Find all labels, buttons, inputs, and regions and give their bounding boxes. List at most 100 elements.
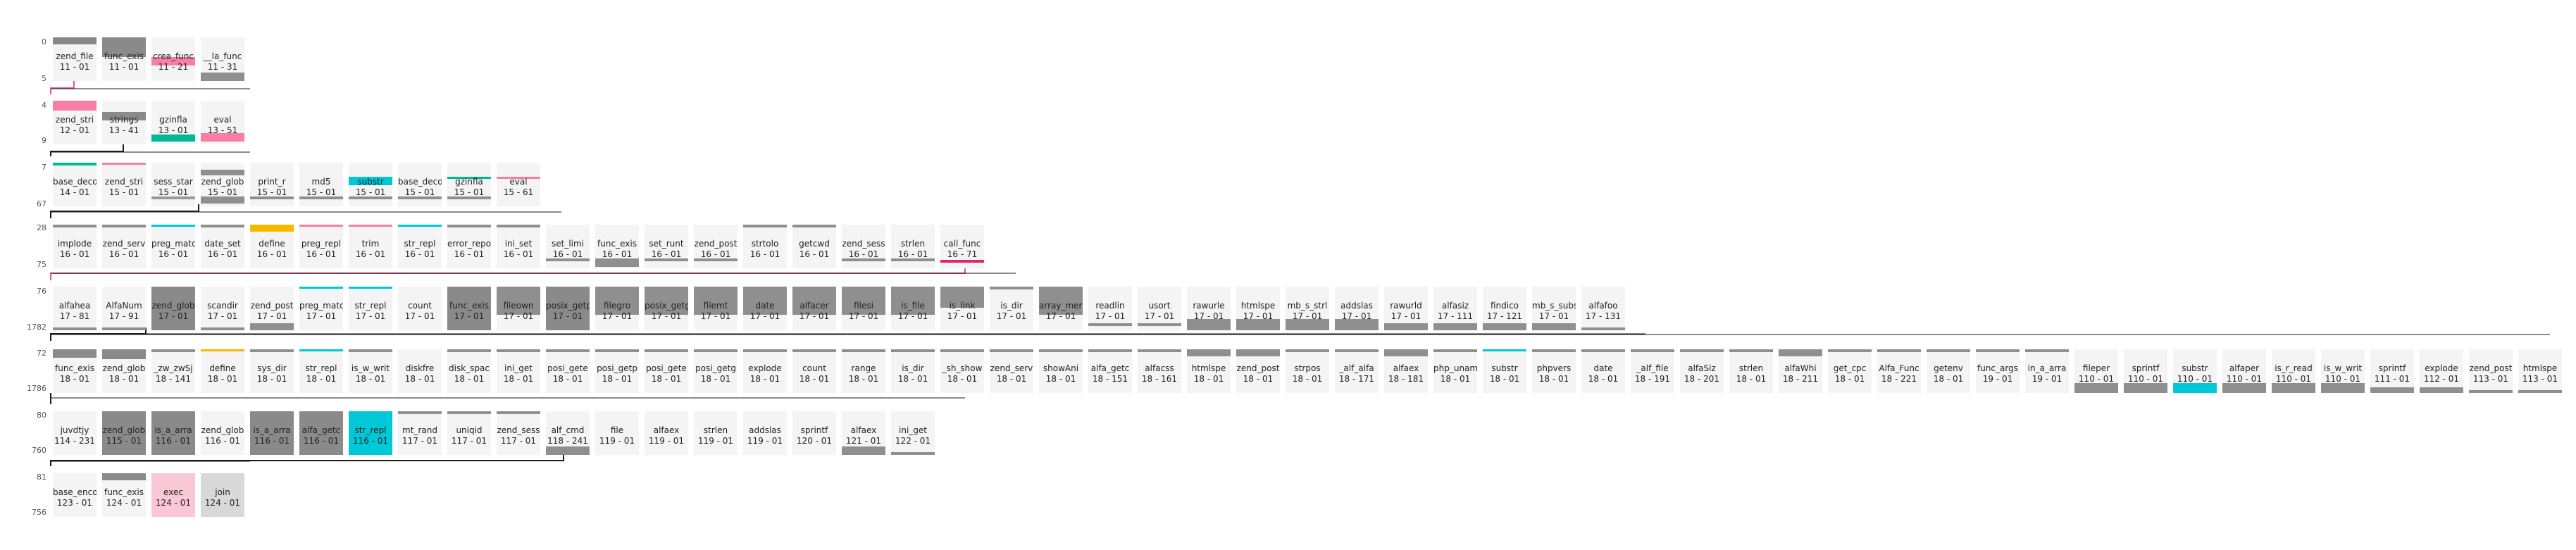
function-node[interactable]: mb_s_subs 17 - 01 bbox=[1532, 287, 1576, 330]
function-node[interactable]: _alf_file 18 - 191 bbox=[1631, 349, 1674, 393]
function-node[interactable]: func_exis 11 - 01 bbox=[102, 37, 146, 81]
function-node[interactable]: fileown 17 - 01 bbox=[497, 287, 540, 330]
function-node[interactable]: trim 16 - 01 bbox=[349, 225, 392, 268]
function-node[interactable]: zend_post 18 - 01 bbox=[1236, 349, 1280, 393]
function-node[interactable]: alfasiz 17 - 111 bbox=[1433, 287, 1477, 330]
function-node[interactable]: func_args 19 - 01 bbox=[1976, 349, 2020, 393]
function-node[interactable]: scandir 17 - 01 bbox=[201, 287, 244, 330]
function-node[interactable]: zend_glob 15 - 01 bbox=[201, 163, 244, 206]
function-node[interactable]: explode 112 - 01 bbox=[2420, 349, 2463, 393]
function-node[interactable]: gzinfla 15 - 01 bbox=[447, 163, 491, 206]
function-node[interactable]: alfaex 121 - 01 bbox=[842, 411, 885, 455]
function-node[interactable]: str_repl 17 - 01 bbox=[349, 287, 392, 330]
function-node[interactable]: is_a_arra 116 - 01 bbox=[250, 411, 294, 455]
function-node[interactable]: juvdtjy 114 - 231 bbox=[53, 411, 97, 455]
function-node[interactable]: zend_serv 18 - 01 bbox=[990, 349, 1033, 393]
function-node[interactable]: posi_gete 18 - 01 bbox=[546, 349, 590, 393]
function-node[interactable]: gzinfla 13 - 01 bbox=[151, 101, 195, 144]
function-node[interactable]: alfaper 110 - 01 bbox=[2222, 349, 2266, 393]
function-node[interactable]: rawurld 17 - 01 bbox=[1384, 287, 1428, 330]
function-node[interactable]: zend_stri 15 - 01 bbox=[102, 163, 146, 206]
function-node[interactable]: getcwd 16 - 01 bbox=[792, 225, 836, 268]
function-node[interactable]: posi_getg 18 - 01 bbox=[694, 349, 738, 393]
function-node[interactable]: strlen 16 - 01 bbox=[891, 225, 935, 268]
function-node[interactable]: posi_gete 18 - 01 bbox=[645, 349, 688, 393]
function-node[interactable]: zend_serv 16 - 01 bbox=[102, 225, 146, 268]
function-node[interactable]: disk_spac 18 - 01 bbox=[447, 349, 491, 393]
function-node[interactable]: rawurle 17 - 01 bbox=[1187, 287, 1231, 330]
function-node[interactable]: is_w_writ 110 - 01 bbox=[2321, 349, 2365, 393]
function-node[interactable]: ini_get 122 - 01 bbox=[891, 411, 935, 455]
function-node[interactable]: substr 15 - 01 bbox=[349, 163, 392, 206]
function-node[interactable]: mt_rand 117 - 01 bbox=[398, 411, 442, 455]
function-node[interactable]: md5 15 - 01 bbox=[299, 163, 343, 206]
function-node[interactable]: implode 16 - 01 bbox=[53, 225, 97, 268]
function-node[interactable]: alfacss 18 - 161 bbox=[1138, 349, 1181, 393]
function-node[interactable]: strtolo 16 - 01 bbox=[743, 225, 787, 268]
function-node[interactable]: addslas 17 - 01 bbox=[1335, 287, 1379, 330]
function-node[interactable]: ini_get 18 - 01 bbox=[497, 349, 540, 393]
function-node[interactable]: _alf_alfa 18 - 171 bbox=[1335, 349, 1379, 393]
function-node[interactable]: is_dir 18 - 01 bbox=[891, 349, 935, 393]
function-node[interactable]: sprintf 120 - 01 bbox=[792, 411, 836, 455]
function-node[interactable]: eval 13 - 51 bbox=[201, 101, 244, 144]
function-node[interactable]: base_deco 14 - 01 bbox=[53, 163, 97, 206]
function-node[interactable]: is_link 17 - 01 bbox=[940, 287, 984, 330]
function-node[interactable]: set_runt 16 - 01 bbox=[645, 225, 688, 268]
function-node[interactable]: usort 17 - 01 bbox=[1138, 287, 1181, 330]
function-node[interactable]: ini_set 16 - 01 bbox=[497, 225, 540, 268]
function-node[interactable]: is_w_writ 18 - 01 bbox=[349, 349, 392, 393]
function-node[interactable]: preg_matc 16 - 01 bbox=[151, 225, 195, 268]
function-node[interactable]: alfaWhi 18 - 211 bbox=[1779, 349, 1822, 393]
function-node[interactable]: func_exis 18 - 01 bbox=[53, 349, 97, 393]
function-node[interactable]: substr 18 - 01 bbox=[1483, 349, 1526, 393]
function-node[interactable]: readlin 17 - 01 bbox=[1088, 287, 1132, 330]
function-node[interactable]: alf_cmd 118 - 241 bbox=[546, 411, 590, 455]
function-node[interactable]: is_dir 17 - 01 bbox=[990, 287, 1033, 330]
function-node[interactable]: base_deco 15 - 01 bbox=[398, 163, 442, 206]
function-node[interactable]: alfa_getc 18 - 151 bbox=[1088, 349, 1132, 393]
function-node[interactable]: zend_post 16 - 01 bbox=[694, 225, 738, 268]
function-node[interactable]: func_exis 124 - 01 bbox=[102, 473, 146, 517]
function-node[interactable]: str_repl 18 - 01 bbox=[299, 349, 343, 393]
function-node[interactable]: alfaSiz 18 - 201 bbox=[1680, 349, 1724, 393]
function-node[interactable]: posi_getp 18 - 01 bbox=[595, 349, 639, 393]
function-node[interactable]: array_merg17 - 01 bbox=[1039, 287, 1083, 330]
function-node[interactable]: posix_getg 17 - 01 bbox=[645, 287, 688, 330]
function-node[interactable]: fileper 110 - 01 bbox=[2074, 349, 2118, 393]
function-node[interactable]: mb_s_strl 17 - 01 bbox=[1286, 287, 1329, 330]
function-node[interactable]: define 16 - 01 bbox=[250, 225, 294, 268]
function-node[interactable]: zend_post 113 - 01 bbox=[2469, 349, 2513, 393]
function-node[interactable]: set_limi 16 - 01 bbox=[546, 225, 590, 268]
function-node[interactable]: preg_repl 16 - 01 bbox=[299, 225, 343, 268]
function-node[interactable]: sprintf 111 - 01 bbox=[2370, 349, 2414, 393]
function-node[interactable]: substr 110 - 01 bbox=[2173, 349, 2217, 393]
function-node[interactable]: diskfre 18 - 01 bbox=[398, 349, 442, 393]
function-node[interactable]: __la_func 11 - 31 bbox=[201, 37, 244, 81]
function-node[interactable]: showAni 18 - 01 bbox=[1039, 349, 1083, 393]
function-node[interactable]: posix_getp 17 - 01 bbox=[546, 287, 590, 330]
function-node[interactable]: get_cpc 18 - 01 bbox=[1828, 349, 1872, 393]
function-node[interactable]: exec 124 - 01 bbox=[151, 473, 195, 517]
function-node[interactable]: file 119 - 01 bbox=[595, 411, 639, 455]
function-node[interactable]: sprintf 110 - 01 bbox=[2124, 349, 2167, 393]
function-node[interactable]: sys_dir 18 - 01 bbox=[250, 349, 294, 393]
function-node[interactable]: AlfaNum 17 - 91 bbox=[102, 287, 146, 330]
function-node[interactable]: zend_stri 12 - 01 bbox=[53, 101, 97, 144]
function-node[interactable]: zend_glob 17 - 01 bbox=[151, 287, 195, 330]
function-node[interactable]: phpvers 18 - 01 bbox=[1532, 349, 1576, 393]
function-node[interactable]: str_repl 116 - 01 bbox=[349, 411, 392, 455]
function-node[interactable]: date 17 - 01 bbox=[743, 287, 787, 330]
function-node[interactable]: findico 17 - 121 bbox=[1483, 287, 1526, 330]
function-node[interactable]: alfahea 17 - 81 bbox=[53, 287, 97, 330]
function-node[interactable]: zend_glob 115 - 01 bbox=[102, 411, 146, 455]
function-node[interactable]: strlen 119 - 01 bbox=[694, 411, 738, 455]
function-node[interactable]: zend_file 11 - 01 bbox=[53, 37, 97, 81]
function-node[interactable]: strpos 18 - 01 bbox=[1286, 349, 1329, 393]
function-node[interactable]: alfafoo 17 - 131 bbox=[1581, 287, 1625, 330]
function-node[interactable]: Alfa_Func 18 - 221 bbox=[1877, 349, 1921, 393]
function-node[interactable]: addslas 119 - 01 bbox=[743, 411, 787, 455]
function-node[interactable]: htmlspe 18 - 01 bbox=[1187, 349, 1231, 393]
function-node[interactable]: alfaex 119 - 01 bbox=[645, 411, 688, 455]
function-node[interactable]: zend_glob 116 - 01 bbox=[201, 411, 244, 455]
